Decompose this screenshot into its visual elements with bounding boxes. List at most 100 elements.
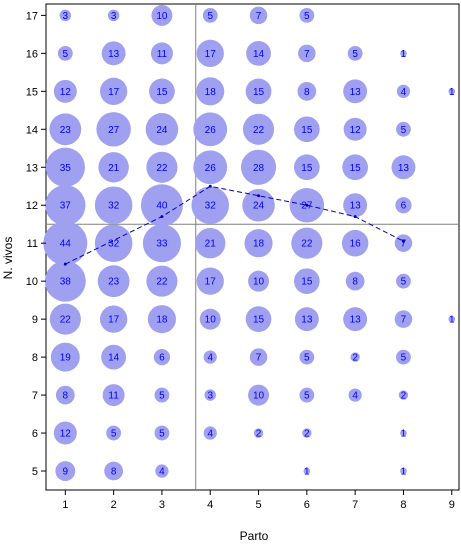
bubble-label: 2 <box>256 429 262 440</box>
bubble <box>245 306 272 332</box>
bubble <box>97 265 130 298</box>
bubble <box>348 388 362 402</box>
bubble <box>240 149 277 185</box>
bubble-label: 14 <box>108 353 120 364</box>
y-tick-label: 14 <box>26 124 38 136</box>
bubble-label: 5 <box>304 11 310 22</box>
bubble <box>147 305 176 334</box>
bubble <box>343 307 368 332</box>
bubble <box>253 428 264 438</box>
y-tick-label: 13 <box>26 162 38 174</box>
bubble-label: 7 <box>304 49 310 60</box>
bubble-label: 22 <box>156 277 168 288</box>
x-tick-label: 9 <box>449 499 455 511</box>
bubble <box>246 40 271 66</box>
bubble-label: 7 <box>256 11 262 22</box>
bubble-label: 5 <box>207 11 213 22</box>
bubble-label: 10 <box>205 315 217 326</box>
bubble <box>293 268 320 295</box>
mean-line-layer <box>63 184 405 266</box>
bubble <box>400 467 407 475</box>
bubble <box>391 155 416 180</box>
bubble <box>145 113 179 146</box>
bubble-label: 5 <box>401 125 407 136</box>
bubble-label: 8 <box>304 87 310 98</box>
bubble <box>299 349 315 365</box>
bubble-label: 4 <box>207 353 213 364</box>
bubble <box>242 113 275 145</box>
bubble-label: 9 <box>63 467 69 478</box>
bubble-label: 21 <box>205 239 217 250</box>
bubble <box>142 224 181 263</box>
bubble <box>98 152 129 183</box>
bubble <box>195 228 226 259</box>
x-tick-label: 7 <box>352 499 358 511</box>
bubble-label: 5 <box>159 429 165 440</box>
bubble-label: 28 <box>253 163 265 174</box>
bubble-label: 26 <box>205 163 217 174</box>
bubble-label: 17 <box>108 315 120 326</box>
bubble <box>294 307 319 332</box>
bubble <box>146 151 178 183</box>
y-tick-label: 17 <box>26 10 38 22</box>
x-tick-label: 1 <box>62 499 68 511</box>
bubble <box>57 45 73 61</box>
bubble-label: 32 <box>108 239 120 250</box>
bubble <box>146 265 178 297</box>
bubble-label: 15 <box>301 163 313 174</box>
bubble-label: 2 <box>401 391 407 402</box>
bubble <box>396 121 411 137</box>
bubble-label: 33 <box>156 239 168 250</box>
bubble-label: 8 <box>63 391 69 402</box>
bubble-label: 44 <box>60 239 72 250</box>
bubble <box>53 79 77 103</box>
bubble <box>196 77 225 106</box>
y-tick-label: 7 <box>32 390 38 402</box>
bubble-label: 8 <box>111 467 117 478</box>
bubble <box>343 117 367 141</box>
bubble <box>299 387 315 403</box>
bubble-label: 15 <box>301 277 313 288</box>
bubble <box>242 188 275 222</box>
y-tick-label: 9 <box>32 314 38 326</box>
bubble-label: 15 <box>253 315 265 326</box>
bubble-label: 18 <box>253 239 265 250</box>
y-tick-label: 8 <box>32 352 38 364</box>
bubble-label: 13 <box>350 87 362 98</box>
y-axis-label: N. vivos <box>1 237 15 280</box>
bubble-label: 5 <box>401 353 407 364</box>
x-axis: 1 2 3 4 5 6 7 8 9 <box>62 490 455 511</box>
bubble-label: 1 <box>401 467 407 478</box>
bubble <box>155 464 169 478</box>
y-axis: 5 6 7 8 9 10 11 12 13 14 15 16 17 <box>26 10 46 478</box>
bubble-label: 32 <box>205 201 217 212</box>
bubble <box>303 467 311 475</box>
bubble-label: 15 <box>350 163 362 174</box>
bubble-label: 22 <box>301 239 313 250</box>
bubble-label: 2 <box>352 353 358 364</box>
bubble <box>396 349 411 365</box>
bubble-label: 26 <box>205 125 217 136</box>
bubble <box>347 45 363 61</box>
bubble-label: 17 <box>108 87 120 98</box>
x-tick-label: 6 <box>304 499 310 511</box>
bubble <box>140 184 183 227</box>
bubble <box>245 78 272 105</box>
bubble-label: 18 <box>156 315 168 326</box>
bubble-label: 22 <box>156 163 168 174</box>
bubble <box>249 6 268 25</box>
bubble <box>45 147 85 187</box>
y-tick-label: 11 <box>27 238 38 250</box>
bubble-label: 21 <box>108 163 120 174</box>
bubble-label: 11 <box>108 391 119 402</box>
bubble <box>50 342 80 372</box>
bubble <box>53 421 77 445</box>
bubble-label: 2 <box>304 429 310 440</box>
bubble-label: 5 <box>63 49 69 60</box>
bubble-label: 8 <box>352 277 358 288</box>
bubble-label: 13 <box>350 201 362 212</box>
bubble <box>341 229 369 257</box>
bubble <box>55 385 75 405</box>
mean-point <box>353 215 357 219</box>
bubble <box>196 39 224 68</box>
